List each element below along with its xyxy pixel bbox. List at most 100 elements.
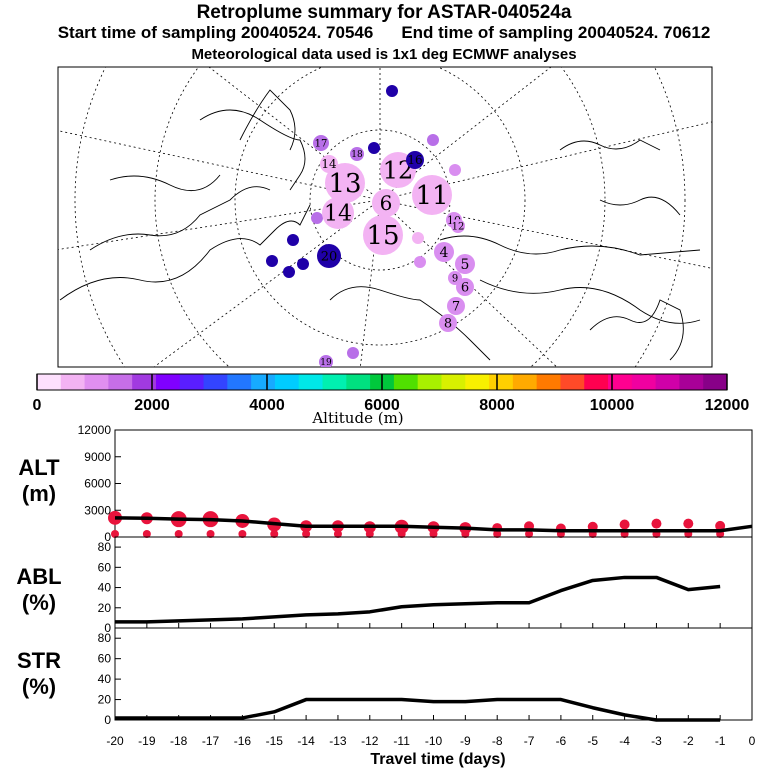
altitude-base-marker [461,530,470,538]
altitude-marker [683,518,694,529]
altitude-base-marker [493,530,502,538]
colorbar-swatch [60,374,86,390]
colorbar-swatch [274,374,300,390]
str-unit: (%) [21,674,57,699]
plume-dot [311,212,323,224]
plume-marker-label: 19 [320,358,332,368]
plume-marker-label: 6 [380,191,393,215]
latitude-circle-50 [74,67,686,367]
plume-dot [368,142,380,154]
end-time-label: End time of sampling 20040524. 70612 [401,23,711,42]
plume-dot [449,164,461,176]
coastline-greenland [199,109,306,191]
abl-panel-label: ABL (%) [0,564,78,616]
colorbar-swatch [584,374,609,390]
plume-markers: 131211614154567891012141617182019 [266,85,475,368]
altitude-base-marker [302,530,311,538]
x-tick-label: -10 [425,734,443,748]
y-tick-label: 9000 [84,450,111,464]
plume-marker-label: 17 [315,139,328,150]
plume-dot [266,255,278,267]
alt-unit: (m) [21,481,57,506]
x-tick-label: -4 [619,734,630,748]
plume-marker-label: 5 [461,257,470,273]
x-tick-label: -18 [170,734,188,748]
colorbar-swatch [108,374,133,390]
latitude-circle-70 [234,67,526,346]
colorbar-swatch [703,374,728,390]
y-tick-label: 80 [98,631,112,645]
altitude-base-marker [142,530,151,538]
panel-frame [114,536,753,629]
altitude-base-marker [111,530,119,538]
plume-marker [317,244,341,268]
altitude-marker [715,520,726,531]
meridian-line [208,67,381,201]
x-tick-label: -7 [524,734,535,748]
met-data-label: Meteorological data used is 1x1 deg ECMW… [191,46,577,63]
plume-marker-label: 12 [452,222,465,233]
coastline-siberia [439,235,701,256]
coastline-kamchatka [599,196,681,216]
y-tick-label: 0 [104,621,111,635]
x-tick-label: -13 [329,734,347,748]
altitude-marker [651,518,662,529]
altitude-base-marker [525,530,534,538]
plume-dot [287,234,299,246]
colorbar-tick-label: 12000 [705,397,750,414]
x-tick-label: -14 [297,734,315,748]
colorbar-tick-label: 6000 [364,397,400,414]
colorbar-swatch [155,374,181,390]
plume-marker [434,242,454,262]
plume-marker-label: 11 [415,181,448,211]
alt-panel-label: ALT (m) [0,455,78,507]
x-tick-label: -17 [202,734,220,748]
meridian-line [359,199,381,367]
plume-marker [448,271,462,285]
panel-frame [114,627,753,721]
series-line-abl [115,575,721,624]
plume-marker-label: 9 [452,274,458,285]
colorbar-tick-label: 2000 [134,397,170,414]
x-tick-label: -5 [587,734,598,748]
colorbar-swatch [251,374,276,390]
series-line-str [115,697,721,722]
colorbar-swatch [179,374,205,390]
y-tick-label: 60 [98,560,112,574]
meridian-line [379,67,552,201]
colorbar-swatch [227,374,252,390]
plume-dot [347,347,359,359]
colorbar-swatch [441,374,466,390]
timeseries-panels: 120009000600030000806040200806040200-20-… [78,423,756,768]
y-tick-label: 3000 [84,503,111,517]
altitude-base-marker [270,530,279,538]
plume-marker [455,254,475,274]
x-tick-label: 0 [749,734,756,748]
series-line-alt [114,516,753,533]
plume-marker-label: 18 [351,150,363,160]
colorbar-swatch [465,374,490,390]
map-panel: 131211614154567891012141617182019 [57,66,713,368]
y-tick-label: 20 [98,601,112,615]
plume-marker-label: 13 [328,169,361,199]
x-tick-label: -20 [106,734,124,748]
latitude-circle-60 [154,67,606,367]
colorbar-tick-label: 10000 [590,397,635,414]
y-tick-label: 20 [98,693,112,707]
sampling-times: Start time of sampling 20040524. 70546 En… [0,23,768,43]
plume-marker [319,355,333,367]
x-tick-label: -8 [492,734,503,748]
altitude-base-marker [397,530,406,538]
colorbar-swatch [417,374,442,390]
colorbar-swatch [631,374,657,390]
x-axis-label: Travel time (days) [370,751,505,768]
y-tick-label: 40 [98,672,112,686]
colorbar-tick-label: 4000 [249,397,285,414]
colorbar-swatch [512,374,538,390]
x-tick-label: -19 [138,734,156,748]
plume-marker [439,314,457,332]
altitude-base-marker [333,530,342,538]
plume-marker [313,135,329,151]
altitude-base-marker [206,530,215,538]
